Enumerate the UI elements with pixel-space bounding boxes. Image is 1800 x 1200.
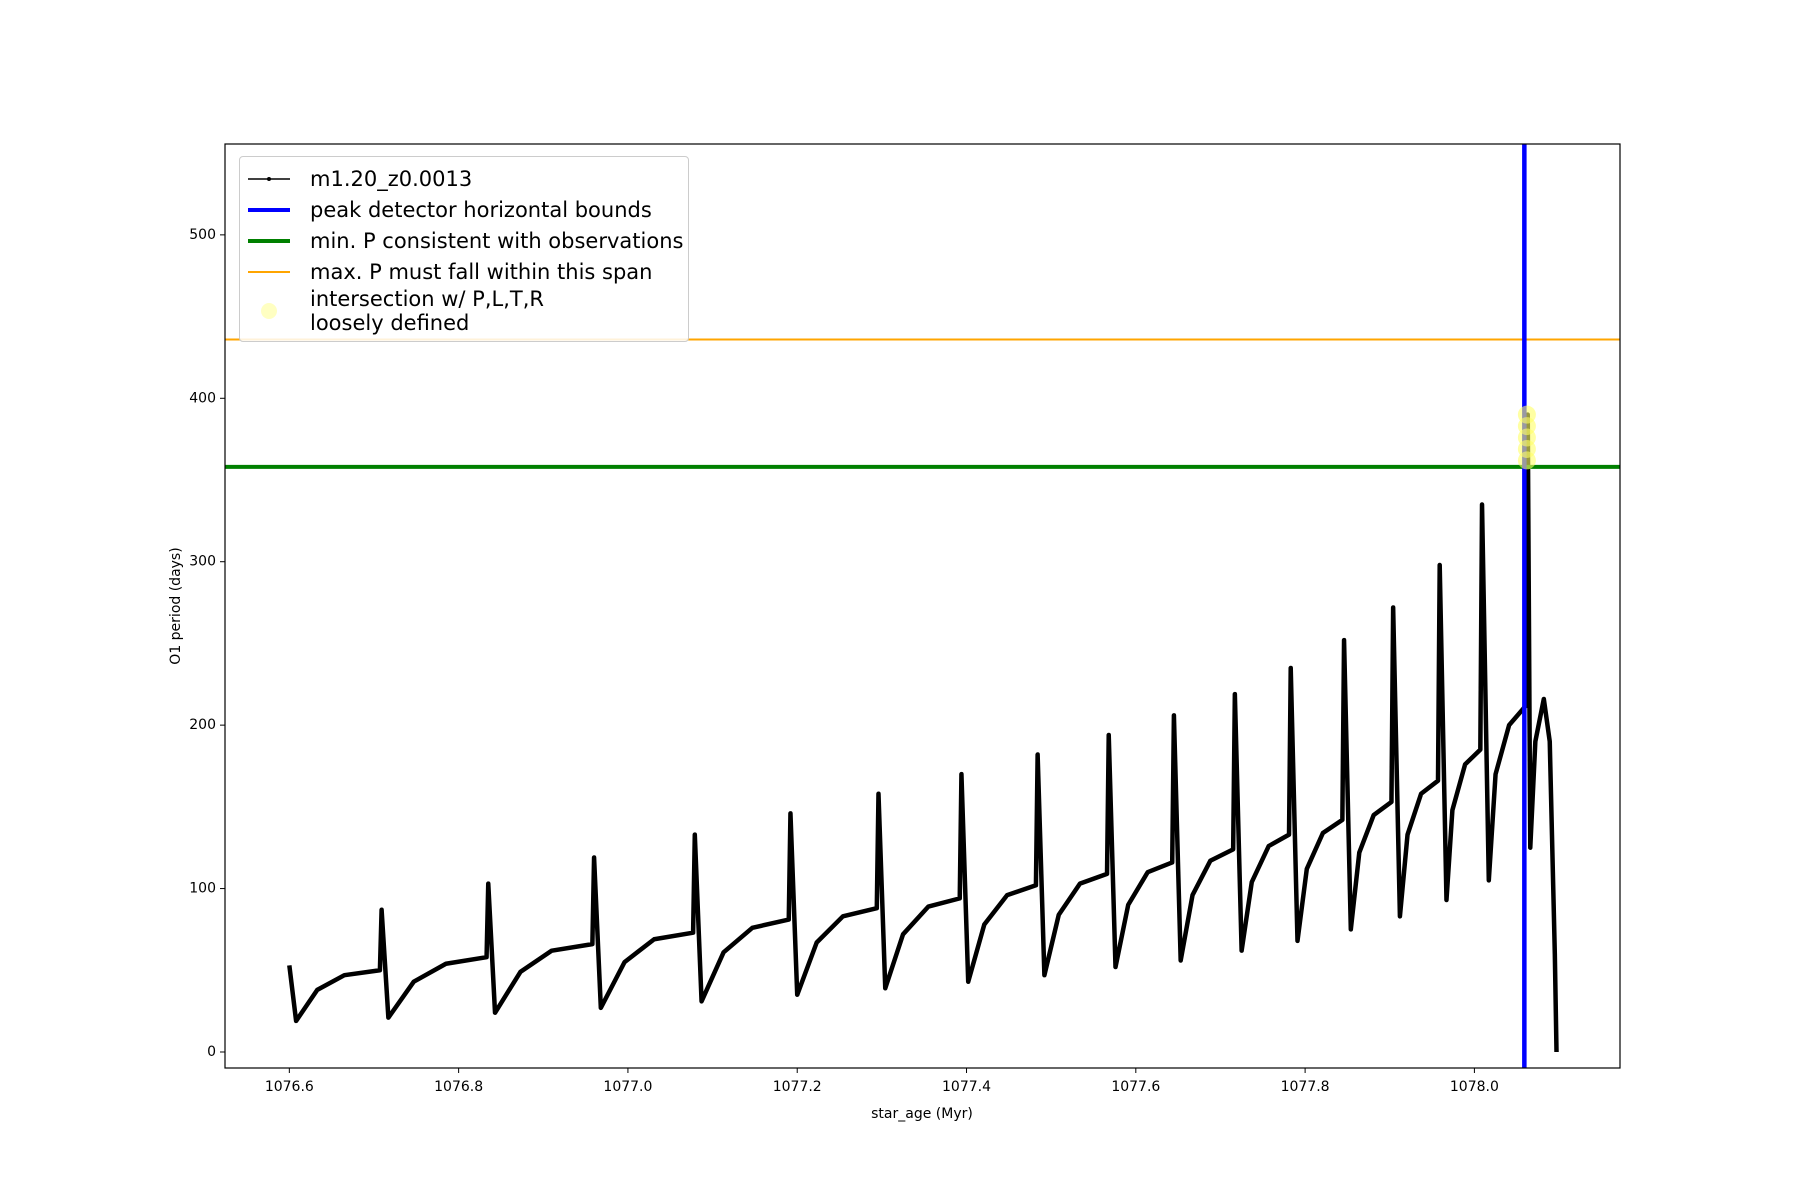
x-tick-label: 1077.8 (1281, 1079, 1330, 1095)
plot-frame (224, 143, 1621, 1069)
x-tick-label: 1076.6 (265, 1079, 314, 1095)
legend-label: intersection w/ P,L,T,R loosely defined (310, 287, 544, 335)
legend-symbol (248, 176, 290, 181)
y-axis-label: O1 period (days) (168, 547, 184, 664)
legend-marker (261, 303, 277, 319)
x-tick-label: 1077.2 (773, 1079, 822, 1095)
legend-label: max. P must fall within this span (310, 259, 653, 284)
y-tick-label: 0 (207, 1044, 216, 1060)
x-tick-label: 1077.4 (942, 1079, 991, 1095)
legend-label: peak detector horizontal bounds (310, 197, 652, 222)
data-line (287, 412, 1559, 1053)
legend-symbol (248, 207, 290, 212)
legend-symbol (261, 303, 277, 319)
legend-symbol (248, 238, 290, 243)
x-tick-label: 1077.6 (1111, 1079, 1160, 1095)
legend-entry: m1.20_z0.0013 (240, 163, 688, 194)
x-tick-label: 1076.8 (434, 1079, 483, 1095)
y-tick-label: 100 (189, 881, 216, 897)
y-tick-label: 500 (189, 227, 216, 243)
highlight-point (1517, 405, 1536, 424)
y-tick-label: 400 (189, 390, 216, 406)
x-tick-label: 1077.0 (603, 1079, 652, 1095)
x-axis-label: star_age (Myr) (871, 1106, 973, 1122)
y-tick-label: 300 (189, 554, 216, 570)
legend-entry: max. P must fall within this span (240, 256, 688, 287)
legend-entry: peak detector horizontal bounds (240, 194, 688, 225)
legend-label: min. P consistent with observations (310, 228, 684, 253)
legend-entry: min. P consistent with observations (240, 225, 688, 256)
x-tick-label: 1078.0 (1450, 1079, 1499, 1095)
legend-label: m1.20_z0.0013 (310, 166, 473, 191)
legend-entry: intersection w/ P,L,T,R loosely defined (240, 287, 688, 335)
plot (225, 144, 1620, 1068)
legend-symbol (248, 270, 290, 273)
legend-marker (267, 176, 271, 181)
y-tick-label: 200 (189, 717, 216, 733)
